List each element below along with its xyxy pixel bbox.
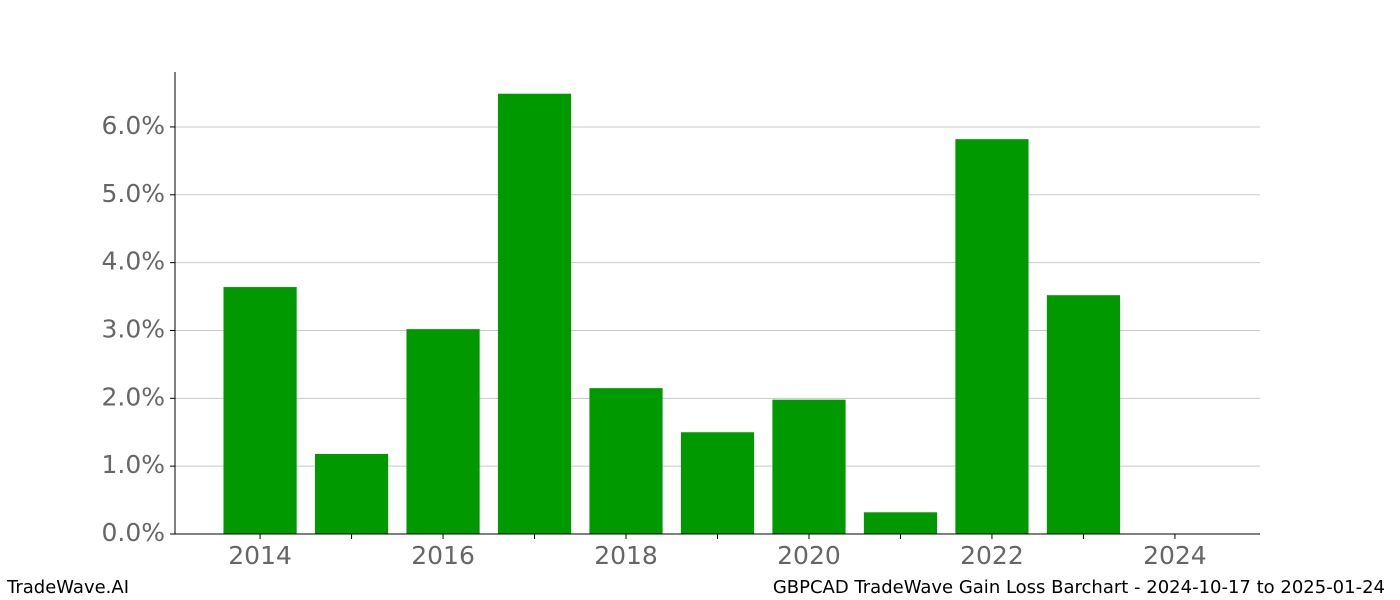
bar [497,93,572,534]
bar [863,512,938,534]
y-tick-label: 6.0% [101,111,165,140]
y-tick-label: 0.0% [101,518,165,547]
bar [314,453,389,534]
x-tick-label: 2024 [1143,541,1207,570]
y-tick-label: 5.0% [101,179,165,208]
x-tick-label: 2016 [411,541,475,570]
x-tick-label: 2020 [777,541,841,570]
y-tick-label: 3.0% [101,314,165,343]
footer-right: GBPCAD TradeWave Gain Loss Barchart - 20… [773,577,1385,598]
x-tick-label: 2022 [960,541,1024,570]
bar [406,329,480,534]
bar [1046,295,1121,534]
x-tick-label: 2014 [228,541,292,570]
bar [680,432,755,534]
bar [223,287,297,534]
bar [589,388,663,534]
x-tick-label: 2018 [594,541,658,570]
y-tick-label: 2.0% [101,382,165,411]
y-tick-label: 1.0% [101,450,165,479]
bar [772,399,846,534]
footer-left: TradeWave.AI [6,577,129,598]
bar [955,139,1029,534]
y-tick-label: 4.0% [101,247,165,276]
